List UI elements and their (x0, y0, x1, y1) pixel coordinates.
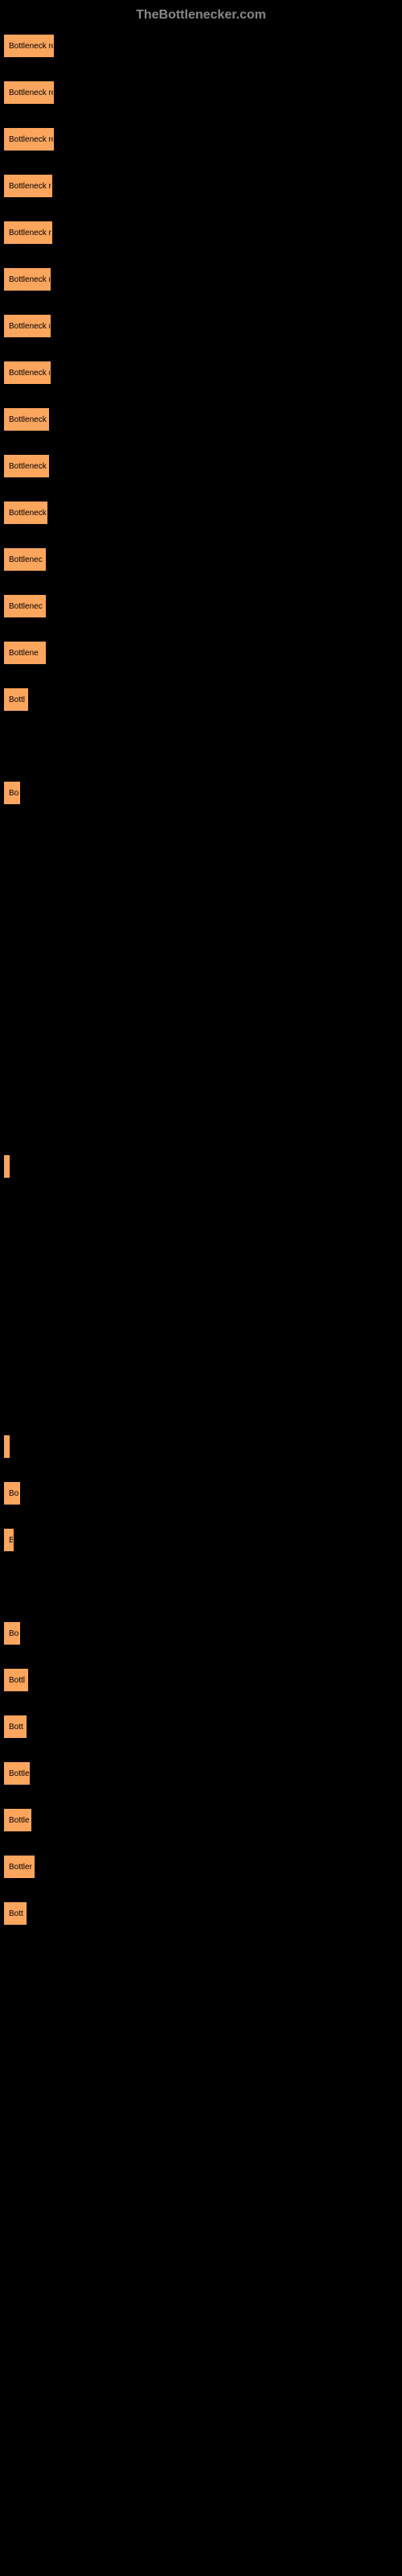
chart-row: B (4, 1529, 398, 1551)
chart-row (4, 1249, 398, 1271)
chart-row: Bottler (4, 1856, 398, 1878)
chart-bar: Bo (4, 1482, 20, 1505)
chart-bar: Bottleneck re (4, 128, 54, 151)
chart-row: Bottleneck (4, 502, 398, 524)
chart-row (4, 1342, 398, 1364)
chart-row: Bottle (4, 1809, 398, 1831)
chart-row: Bottlene (4, 642, 398, 664)
chart-bar: B (4, 1529, 14, 1551)
chart-bar: Bottle (4, 1762, 30, 1785)
chart-bar: Bottler (4, 1856, 35, 1878)
chart-row: Bottleneck r (4, 408, 398, 431)
chart-row: Bottle (4, 1762, 398, 1785)
chart-bar: Bottlenec (4, 548, 46, 571)
chart-row (4, 1389, 398, 1411)
chart-row: Bottleneck r (4, 315, 398, 337)
chart-row (4, 875, 398, 898)
chart-bar (4, 1435, 10, 1458)
chart-row: Bottleneck re (4, 128, 398, 151)
chart-row (4, 1202, 398, 1224)
chart-row: Bottleneck re (4, 35, 398, 57)
chart-bar: Bottleneck (4, 455, 49, 477)
chart-row: Bo (4, 782, 398, 804)
chart-bar: Bottl (4, 688, 28, 711)
chart-row: Bottlenec (4, 548, 398, 571)
chart-row (4, 1575, 398, 1598)
chart-row: Bottl (4, 688, 398, 711)
chart-row (4, 1108, 398, 1131)
chart-bar: Bottleneck r (4, 315, 51, 337)
chart-row: Bo (4, 1622, 398, 1645)
chart-row (4, 1155, 398, 1178)
chart-bar: Bottleneck re (4, 81, 54, 104)
chart-row (4, 1435, 398, 1458)
chart-bar: Bo (4, 1622, 20, 1645)
chart-bar: Bottleneck r (4, 361, 51, 384)
chart-bar: Bott (4, 1715, 27, 1738)
chart-row: Bo (4, 1482, 398, 1505)
chart-row (4, 1015, 398, 1038)
chart-bar: Bottleneck re (4, 221, 52, 244)
chart-bar: Bottle (4, 1809, 31, 1831)
chart-row (4, 968, 398, 991)
chart-row: Bottleneck r (4, 361, 398, 384)
chart-row: Bottl (4, 1669, 398, 1691)
chart-row: Bottleneck re (4, 81, 398, 104)
chart-row: Bottleneck r (4, 175, 398, 197)
bar-chart: Bottleneck re Bottleneck re Bottleneck re B… (0, 31, 402, 1953)
site-header: TheBottlenecker.com (0, 0, 402, 31)
chart-bar: Bottleneck re (4, 35, 54, 57)
chart-row: Bott (4, 1902, 398, 1925)
chart-row: Bott (4, 1715, 398, 1738)
chart-row: Bottleneck (4, 455, 398, 477)
chart-bar: Bottleneck r (4, 408, 49, 431)
chart-bar: Bottleneck r (4, 175, 52, 197)
chart-bar: Bo (4, 782, 20, 804)
chart-row: Bottleneck re (4, 221, 398, 244)
chart-row: Bottleneck r (4, 268, 398, 291)
chart-row (4, 735, 398, 758)
chart-row (4, 922, 398, 944)
chart-bar: Bottlenec (4, 595, 46, 617)
chart-bar: Bottl (4, 1669, 28, 1691)
chart-bar: Bottlene (4, 642, 46, 664)
chart-bar (4, 1155, 10, 1178)
chart-bar: Bott (4, 1902, 27, 1925)
chart-row: Bottlenec (4, 595, 398, 617)
chart-bar: Bottleneck r (4, 268, 51, 291)
chart-row (4, 828, 398, 851)
chart-row (4, 1295, 398, 1318)
chart-row (4, 1062, 398, 1084)
chart-bar: Bottleneck (4, 502, 47, 524)
